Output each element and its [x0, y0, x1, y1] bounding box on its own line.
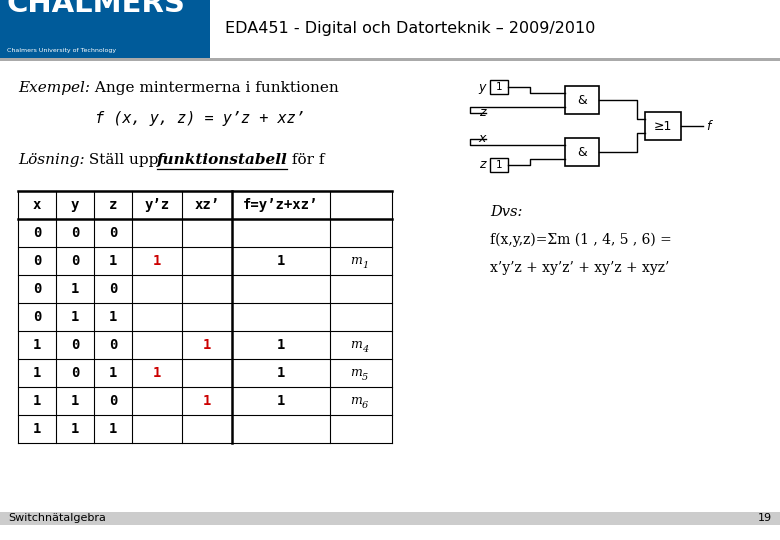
Text: 5: 5	[362, 373, 368, 381]
Text: ≥1: ≥1	[654, 119, 672, 132]
Text: 6: 6	[362, 401, 368, 409]
Text: m: m	[350, 339, 362, 352]
Text: 1: 1	[71, 422, 80, 436]
Text: 1: 1	[153, 366, 161, 380]
Text: 0: 0	[109, 226, 117, 240]
Text: Dvs:: Dvs:	[490, 205, 523, 219]
Text: 0: 0	[71, 254, 80, 268]
Text: Chalmers University of Technology: Chalmers University of Technology	[7, 48, 116, 53]
Text: 1: 1	[33, 366, 41, 380]
Text: m: m	[350, 395, 362, 408]
Text: x: x	[479, 132, 486, 145]
Text: Ange mintermerna i funktionen: Ange mintermerna i funktionen	[90, 81, 339, 95]
Bar	[565, 138, 599, 166]
Text: m: m	[350, 254, 362, 267]
Text: 1: 1	[71, 282, 80, 296]
Text: y: y	[479, 80, 486, 93]
Text: 1: 1	[277, 394, 285, 408]
Text: y: y	[71, 198, 80, 212]
Text: 0: 0	[71, 338, 80, 352]
Text: 0: 0	[109, 338, 117, 352]
Text: 1: 1	[71, 310, 80, 324]
Text: f: f	[706, 119, 711, 132]
Text: f=y’z+xz’: f=y’z+xz’	[243, 198, 319, 212]
Text: Ställ upp: Ställ upp	[84, 153, 163, 167]
Text: 0: 0	[109, 282, 117, 296]
Text: 1: 1	[109, 366, 117, 380]
Text: 1: 1	[33, 422, 41, 436]
Text: m: m	[350, 367, 362, 380]
Text: 0: 0	[33, 282, 41, 296]
Text: xz’: xz’	[194, 198, 219, 212]
Text: 1: 1	[277, 254, 285, 268]
Text: 1: 1	[153, 254, 161, 268]
Text: 1: 1	[71, 394, 80, 408]
Text: 1: 1	[495, 82, 502, 92]
Text: Exempel:: Exempel:	[18, 81, 90, 95]
Text: 1: 1	[203, 394, 211, 408]
Text: 0: 0	[33, 226, 41, 240]
Text: y’z: y’z	[144, 198, 169, 212]
Text: z: z	[109, 198, 117, 212]
Text: 1: 1	[203, 338, 211, 352]
Bar	[490, 80, 508, 94]
Text: z: z	[480, 159, 486, 172]
Text: 1: 1	[109, 254, 117, 268]
Text: Lösning:: Lösning:	[18, 153, 84, 167]
Bar	[0, 0, 210, 58]
Text: CHALMERS: CHALMERS	[7, 0, 186, 18]
Text: funktionstabell: funktionstabell	[157, 153, 288, 167]
Text: x: x	[33, 198, 41, 212]
Text: 0: 0	[33, 254, 41, 268]
Text: 0: 0	[33, 310, 41, 324]
Text: 1: 1	[33, 394, 41, 408]
Text: för f: för f	[287, 153, 324, 167]
Text: 1: 1	[277, 338, 285, 352]
Text: x’y’z + xy’z’ + xy’z + xyz’: x’y’z + xy’z’ + xy’z + xyz’	[490, 261, 669, 275]
Text: 4: 4	[362, 345, 368, 354]
Text: f (x, y, z) = y’z + xz’: f (x, y, z) = y’z + xz’	[95, 111, 305, 126]
Text: f(x,y,z)=Σm (1 , 4, 5 , 6) =: f(x,y,z)=Σm (1 , 4, 5 , 6) =	[490, 233, 672, 247]
Text: 0: 0	[109, 394, 117, 408]
Text: Switchnätalgebra: Switchnätalgebra	[8, 513, 106, 523]
Text: &: &	[577, 145, 587, 159]
Bar	[490, 158, 508, 172]
Text: 0: 0	[71, 366, 80, 380]
Text: 1: 1	[109, 422, 117, 436]
Text: 1: 1	[33, 338, 41, 352]
Text: 1: 1	[362, 260, 368, 269]
Bar	[0, 512, 780, 524]
Text: 1: 1	[495, 160, 502, 170]
Text: 1: 1	[109, 310, 117, 324]
Text: EDA451 - Digital och Datorteknik – 2009/2010: EDA451 - Digital och Datorteknik – 2009/…	[225, 21, 595, 36]
Bar	[565, 86, 599, 114]
Text: 19: 19	[758, 513, 772, 523]
Bar	[645, 112, 681, 140]
Text: 0: 0	[71, 226, 80, 240]
Text: z: z	[480, 106, 486, 119]
Text: &: &	[577, 93, 587, 106]
Text: 1: 1	[277, 366, 285, 380]
